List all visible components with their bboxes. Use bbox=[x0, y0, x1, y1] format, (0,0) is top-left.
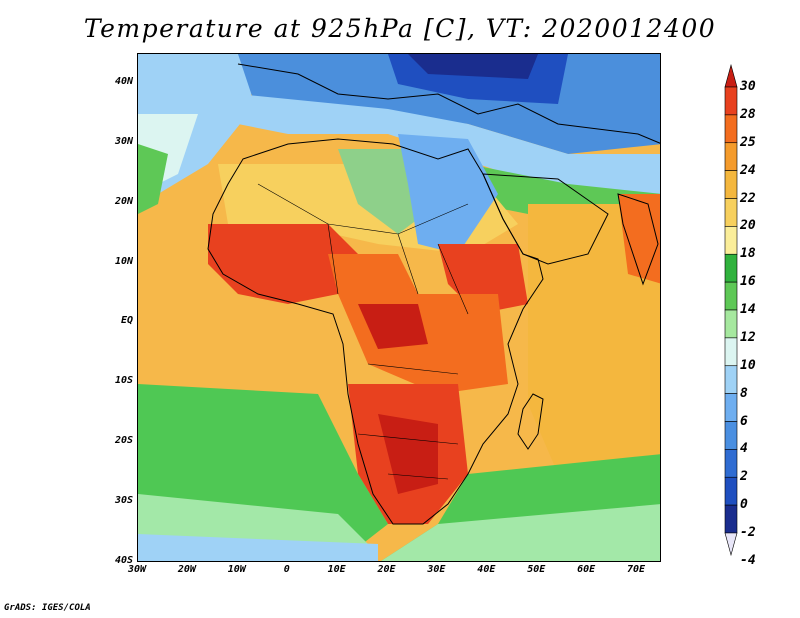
colorbar-segment bbox=[724, 114, 738, 144]
lat-tick-label: 20N bbox=[114, 195, 133, 207]
india-coastline bbox=[617, 193, 659, 286]
colorbar-level-label: 25 bbox=[740, 134, 756, 150]
colorbar-bottom-triangle bbox=[724, 532, 738, 557]
colorbar bbox=[724, 63, 738, 557]
lon-tick-label: 10W bbox=[227, 564, 246, 575]
colorbar-level-label: 2 bbox=[740, 469, 748, 485]
colorbar-segment bbox=[724, 365, 738, 394]
lon-tick-label: 30E bbox=[427, 564, 446, 575]
arabia-coastline bbox=[482, 173, 609, 265]
lat-tick-label: 40S bbox=[114, 555, 133, 566]
credit-text: GrADS: IGES/COLA bbox=[4, 603, 91, 613]
madagascar-coastline bbox=[517, 393, 544, 450]
colorbar-segment bbox=[724, 142, 738, 171]
colorbar-segment bbox=[724, 253, 738, 283]
lat-tick-label: EQ bbox=[120, 315, 133, 327]
lon-tick-label: 20W bbox=[177, 564, 196, 575]
colorbar-level-label: 12 bbox=[740, 329, 756, 345]
colorbar-level-label: 22 bbox=[740, 190, 756, 206]
colorbar-level-label: 16 bbox=[740, 274, 756, 290]
colorbar-segment bbox=[724, 170, 738, 199]
colorbar-segment bbox=[724, 449, 738, 478]
lon-tick-label: 40E bbox=[477, 564, 496, 575]
lat-tick-label: 30S bbox=[114, 495, 133, 507]
lon-tick-label: 0 bbox=[283, 564, 290, 575]
lon-tick-label: 70E bbox=[627, 564, 646, 575]
colorbar-level-label: 18 bbox=[740, 246, 756, 262]
lat-tick-label: 10S bbox=[114, 375, 133, 387]
lon-tick-label: 60E bbox=[577, 564, 596, 575]
colorbar-level-label: 4 bbox=[740, 441, 748, 457]
colorbar-level-label: -4 bbox=[740, 552, 756, 568]
colorbar-segment bbox=[724, 337, 738, 367]
lat-tick-label: 20S bbox=[114, 435, 133, 447]
colorbar-segment bbox=[724, 281, 738, 311]
colorbar-level-label: 30 bbox=[740, 79, 756, 94]
map-title: Temperature at 925hPa [C], VT: 202001240… bbox=[83, 14, 717, 43]
colorbar-segment bbox=[724, 226, 738, 255]
colorbar-level-label: 8 bbox=[740, 385, 748, 401]
colorbar-level-label: 6 bbox=[740, 413, 748, 429]
colorbar-segment bbox=[724, 86, 738, 116]
colorbar-segment bbox=[724, 504, 738, 534]
colorbar-segment bbox=[724, 198, 738, 227]
colorbar-segment bbox=[724, 309, 738, 339]
colorbar-level-label: 28 bbox=[740, 106, 756, 122]
colorbar-level-label: 10 bbox=[740, 357, 756, 373]
colorbar-top-triangle bbox=[724, 63, 738, 88]
country-borders bbox=[257, 183, 469, 480]
colorbar-level-label: 20 bbox=[740, 218, 756, 234]
colorbar-level-label: 24 bbox=[740, 162, 756, 178]
lat-tick-label: 10N bbox=[114, 255, 133, 267]
sahel-hot-field bbox=[208, 224, 358, 304]
lon-tick-label: 50E bbox=[527, 564, 546, 575]
africa-coastline bbox=[207, 138, 544, 525]
lon-tick-label: 10E bbox=[327, 564, 346, 575]
colorbar-level-label: -2 bbox=[740, 525, 756, 540]
lon-tick-label: 20E bbox=[377, 564, 396, 575]
temperature-map bbox=[137, 53, 661, 562]
lat-tick-label: 30N bbox=[114, 135, 133, 147]
lat-tick-label: 40N bbox=[114, 75, 133, 87]
colorbar-level-label: 14 bbox=[740, 302, 756, 317]
europe-coastline bbox=[237, 63, 660, 144]
colorbar-segment bbox=[724, 393, 738, 422]
colorbar-segment bbox=[724, 421, 738, 450]
colorbar-segment bbox=[724, 476, 738, 506]
lon-tick-label: 30W bbox=[127, 564, 147, 575]
colorbar-level-label: 0 bbox=[740, 497, 748, 513]
